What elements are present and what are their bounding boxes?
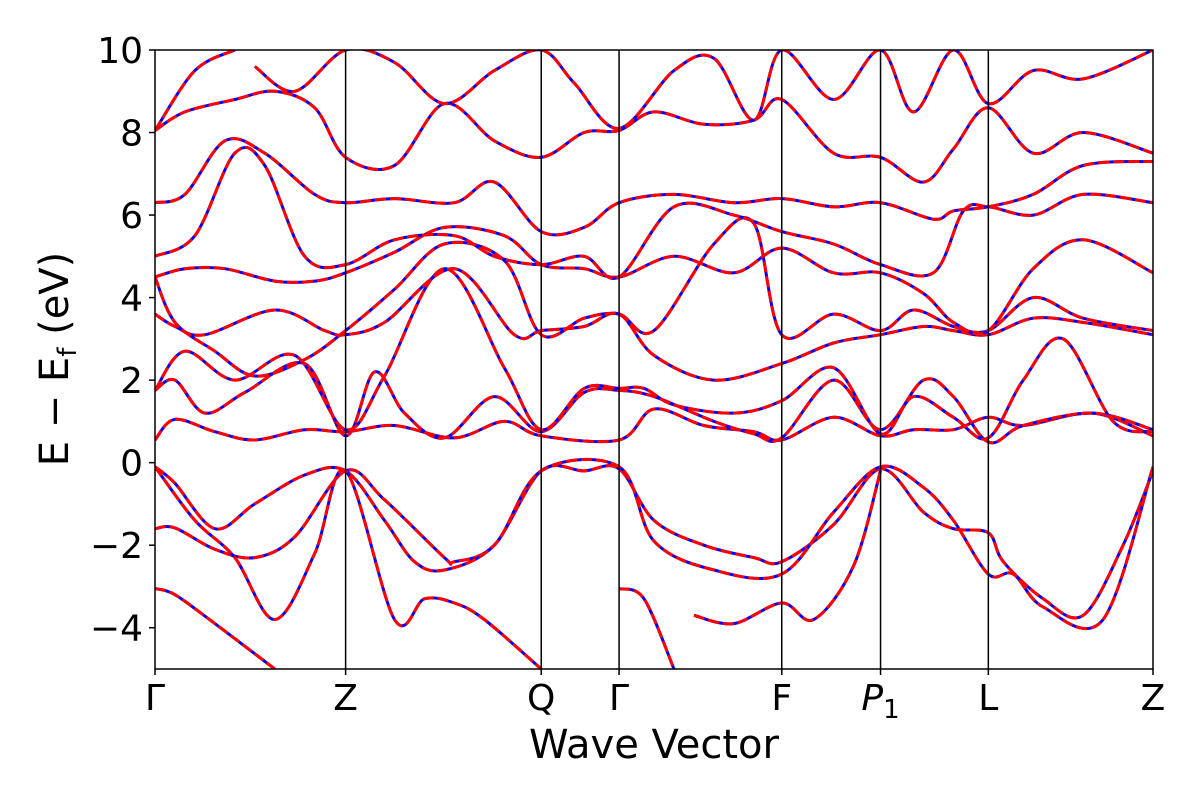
- band-10-dashed: [155, 267, 1153, 382]
- plot-frame: [154, 49, 1154, 670]
- band-11-dashed: [155, 216, 1153, 378]
- band-12-dashed: [155, 225, 1153, 336]
- band-5-dashed: [618, 587, 676, 669]
- y-axis-title: E − Ef (eV): [32, 252, 83, 467]
- x-tick-label-4: Γ: [609, 678, 629, 719]
- y-axis-title-main: E − E: [32, 357, 78, 467]
- y-tick-label-1: 10: [97, 31, 143, 72]
- band-17-solid: [253, 50, 1153, 130]
- high-symmetry-lines: [344, 50, 990, 669]
- x-tick-label-6: P1: [861, 678, 899, 725]
- y-tick-label-5: 2: [120, 361, 143, 402]
- band-1-dashed: [155, 587, 276, 669]
- band-15-solid: [155, 89, 1153, 184]
- y-axis-title-sub: f: [53, 347, 83, 357]
- band-4-dashed: [155, 465, 543, 669]
- y-tick-label-2: 8: [120, 114, 143, 155]
- y-tick-label-7: −2: [90, 526, 143, 567]
- band-14-dashed: [155, 137, 1153, 237]
- band-6-solid: [693, 470, 882, 626]
- x-tick-label-1: Γ: [145, 678, 165, 719]
- band-3-solid: [155, 457, 1153, 631]
- x-tick-label-7: L: [978, 678, 998, 719]
- band-16-solid: [155, 50, 236, 132]
- band-13-solid: [155, 145, 1153, 281]
- y-axis-ticks: 10 8 6 4 2 0 −2 −4: [90, 31, 155, 650]
- x-axis-ticks: Γ Z Q Γ F P1 L Z: [145, 669, 1165, 725]
- y-tick-label-6: 0: [120, 444, 143, 485]
- x-tick-label-2: Z: [333, 678, 358, 719]
- band-3-dashed: [155, 457, 1153, 631]
- x-axis-title: Wave Vector: [529, 722, 780, 768]
- band-2-dashed: [155, 464, 1153, 620]
- band-11-solid: [155, 216, 1153, 378]
- x-tick-label-5: F: [771, 678, 792, 719]
- x-tick-label-3: Q: [527, 678, 555, 719]
- band-17-dashed: [253, 50, 1153, 130]
- band-4-solid: [155, 465, 543, 669]
- band-13-dashed: [155, 145, 1153, 281]
- band-16-dashed: [155, 50, 236, 132]
- band-9-dashed: [155, 267, 1153, 441]
- band-15-dashed: [155, 89, 1153, 184]
- band-6-dashed: [693, 470, 882, 626]
- x-tick-label-8: Z: [1141, 678, 1166, 719]
- band-7-dashed: [155, 407, 1153, 444]
- band-lines: [155, 50, 1153, 669]
- y-tick-label-8: −4: [90, 609, 143, 650]
- y-axis-title-unit: (eV): [32, 252, 78, 348]
- y-tick-label-3: 6: [120, 196, 143, 237]
- y-tick-label-4: 4: [120, 279, 143, 320]
